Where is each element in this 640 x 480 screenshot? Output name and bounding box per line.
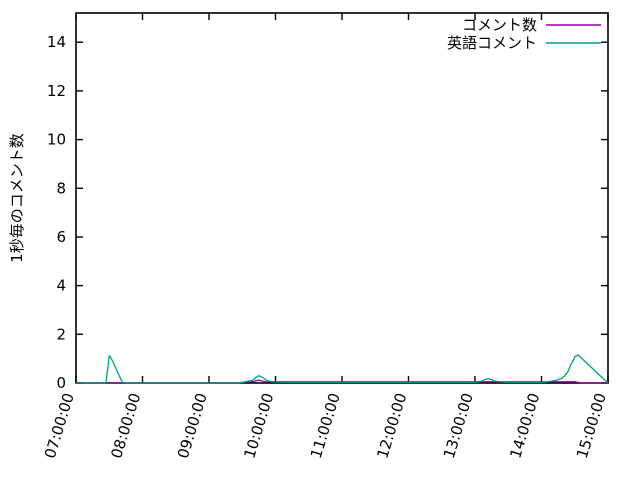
x-tick-label: 14:00:00 — [506, 391, 543, 461]
y-tick-label: 12 — [47, 82, 66, 100]
x-tick-label: 07:00:00 — [41, 391, 78, 461]
y-tick-label: 2 — [56, 325, 66, 343]
y-axis: 0 2 4 6 8 10 12 14 — [47, 33, 608, 392]
x-tick-label: 10:00:00 — [240, 391, 277, 461]
series-line-2 — [76, 354, 609, 384]
y-tick-label: 4 — [56, 277, 66, 295]
x-tick-label: 13:00:00 — [440, 391, 477, 461]
y-tick-label: 14 — [47, 33, 66, 51]
plot-frame — [75, 12, 609, 384]
y-tick-label: 8 — [56, 179, 66, 197]
x-tick-label: 11:00:00 — [307, 391, 344, 461]
y-axis-title: 1秒毎のコメント数 — [8, 133, 26, 263]
y-tick-label: 10 — [47, 131, 66, 149]
x-tick-label: 08:00:00 — [107, 391, 144, 461]
legend-label-1: コメント数 — [462, 16, 537, 34]
y-tick-label: 6 — [56, 228, 66, 246]
y-tick-label: 0 — [56, 374, 66, 392]
x-tick-label: 09:00:00 — [174, 391, 211, 461]
data-series-group — [76, 354, 609, 384]
x-tick-label: 15:00:00 — [573, 391, 610, 461]
legend-label-2: 英語コメント — [447, 34, 537, 52]
x-tick-label: 12:00:00 — [373, 391, 410, 461]
x-axis: 07:00:00 08:00:00 09:00:00 10:00:00 11:00:00… — [41, 13, 610, 461]
